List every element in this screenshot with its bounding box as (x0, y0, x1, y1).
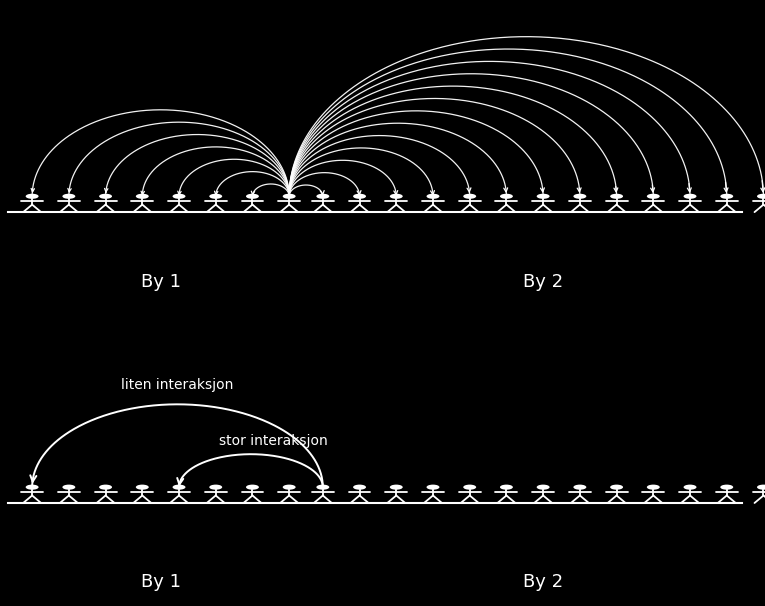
Circle shape (537, 485, 549, 490)
Circle shape (210, 194, 222, 199)
Text: By 1: By 1 (141, 573, 181, 591)
Circle shape (647, 194, 659, 199)
Circle shape (136, 485, 148, 490)
Text: By 1: By 1 (141, 273, 181, 291)
Circle shape (26, 194, 38, 199)
Circle shape (574, 194, 586, 199)
Circle shape (574, 485, 586, 490)
Circle shape (684, 194, 696, 199)
Circle shape (99, 485, 112, 490)
Circle shape (99, 194, 112, 199)
Circle shape (390, 485, 402, 490)
Circle shape (610, 485, 623, 490)
Circle shape (283, 485, 295, 490)
Circle shape (757, 485, 765, 490)
Circle shape (246, 485, 259, 490)
Circle shape (317, 485, 329, 490)
Circle shape (721, 485, 733, 490)
Text: liten interaksjon: liten interaksjon (121, 378, 233, 392)
Circle shape (390, 194, 402, 199)
Circle shape (464, 194, 476, 199)
Text: By 2: By 2 (523, 573, 563, 591)
Circle shape (210, 485, 222, 490)
Circle shape (537, 194, 549, 199)
Circle shape (684, 485, 696, 490)
Circle shape (500, 485, 513, 490)
Circle shape (173, 485, 185, 490)
Circle shape (757, 194, 765, 199)
Circle shape (721, 194, 733, 199)
Circle shape (464, 485, 476, 490)
Circle shape (647, 485, 659, 490)
Circle shape (610, 194, 623, 199)
Circle shape (317, 194, 329, 199)
Circle shape (500, 194, 513, 199)
Circle shape (246, 194, 259, 199)
Circle shape (26, 485, 38, 490)
Circle shape (136, 194, 148, 199)
Text: By 2: By 2 (523, 273, 563, 291)
Circle shape (173, 194, 185, 199)
Circle shape (283, 194, 295, 199)
Text: stor interaksjon: stor interaksjon (219, 434, 328, 448)
Circle shape (63, 194, 75, 199)
Circle shape (63, 485, 75, 490)
Circle shape (427, 485, 439, 490)
Circle shape (427, 194, 439, 199)
Circle shape (353, 194, 366, 199)
Circle shape (353, 485, 366, 490)
